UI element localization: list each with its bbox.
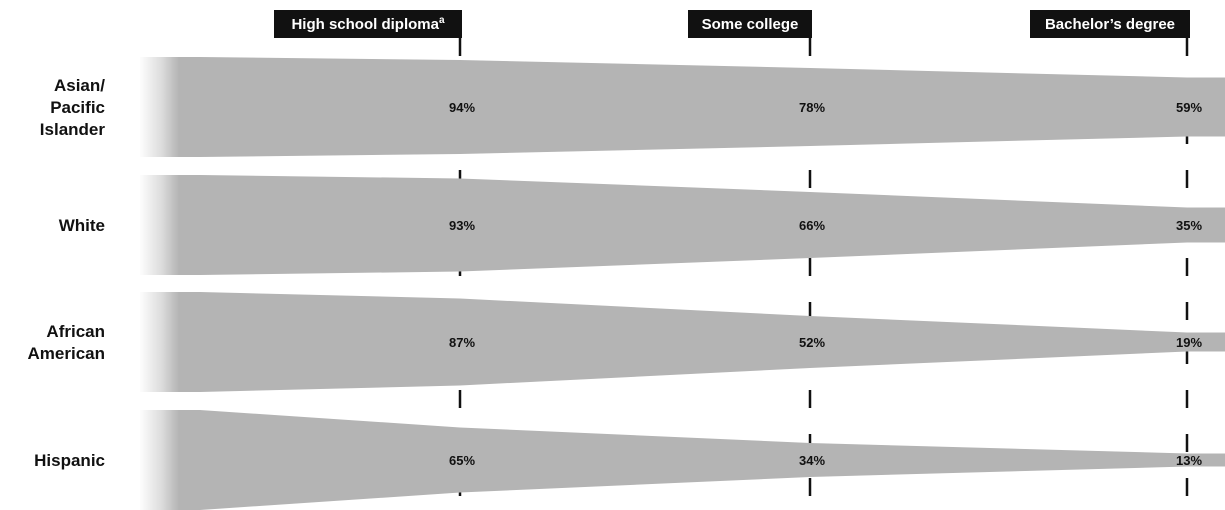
group-label-line: American [28, 344, 105, 363]
band-african-american [140, 292, 1225, 392]
stage-header-bachelor-s-degree [1030, 10, 1190, 38]
stage-line-layer [458, 38, 1189, 510]
group-label-line: Pacific [50, 98, 105, 117]
group-label-african-american: African American [28, 322, 105, 363]
stage-label-bachelor-s-degree: Bachelor’s degree [1045, 16, 1175, 33]
group-label-white: White [59, 216, 105, 235]
value-label-african-american-some-college: 52% [799, 335, 825, 350]
value-label-african-american-high-school-diploma: 87% [449, 335, 475, 350]
group-label-line: Asian/ [54, 76, 105, 95]
group-label-hispanic: Hispanic [34, 451, 105, 470]
stage-label-high-school-diploma: High school diplomaa [291, 15, 445, 33]
header-layer: High school diplomaa Some college Bachelor… [274, 10, 1190, 38]
band-hispanic [140, 410, 1225, 510]
group-label-line: Hispanic [34, 451, 105, 470]
group-label-line: White [59, 216, 105, 235]
fade-layer [139, 0, 179, 510]
band-layer [140, 57, 1225, 510]
group-label-line: African [46, 322, 105, 341]
value-label-hispanic-bachelor-s-degree: 13% [1176, 453, 1202, 468]
value-label-white-some-college: 66% [799, 218, 825, 233]
value-label-hispanic-some-college: 34% [799, 453, 825, 468]
band-asian-pacific-islander [140, 57, 1225, 157]
band-fade-overlay [139, 0, 179, 510]
value-label-asian-pacific-islander-bachelor-s-degree: 59% [1176, 100, 1202, 115]
value-label-asian-pacific-islander-high-school-diploma: 94% [449, 100, 475, 115]
stage-header-some-college [688, 10, 812, 38]
value-label-hispanic-high-school-diploma: 65% [449, 453, 475, 468]
group-label-line: Islander [40, 120, 106, 139]
stage-label-superscript: a [439, 15, 445, 26]
stage-header-high-school-diploma [274, 10, 462, 38]
value-label-white-bachelor-s-degree: 35% [1176, 218, 1202, 233]
band-white [140, 175, 1225, 275]
value-label-african-american-bachelor-s-degree: 19% [1176, 335, 1202, 350]
stage-label-some-college: Some college [702, 16, 799, 33]
value-label-asian-pacific-islander-some-college: 78% [799, 100, 825, 115]
value-label-white-high-school-diploma: 93% [449, 218, 475, 233]
label-layer: Asian/Pacific Islander 94% 78% 59% White 93% 66… [28, 76, 1203, 470]
group-label-asian-pacific-islander: Asian/Pacific Islander [40, 76, 106, 139]
